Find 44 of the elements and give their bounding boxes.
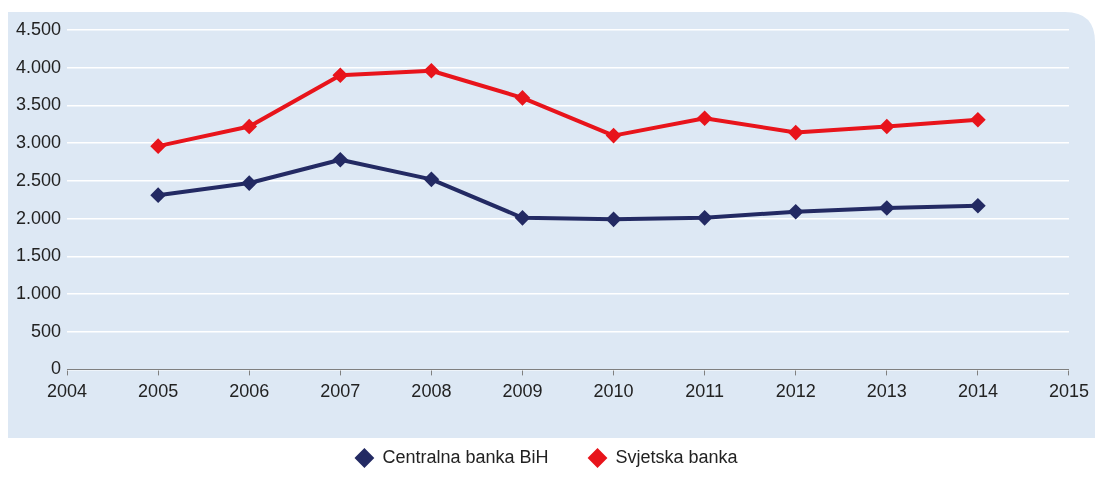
point bbox=[970, 112, 985, 127]
point bbox=[333, 68, 348, 83]
x-tick-label: 2005 bbox=[138, 381, 179, 402]
point bbox=[424, 63, 439, 78]
x-tick-label: 2012 bbox=[775, 381, 816, 402]
x-tick-label: 2014 bbox=[957, 381, 998, 402]
x-tick-label: 2008 bbox=[411, 381, 452, 402]
point bbox=[515, 90, 530, 105]
y-tick-label: 4.000 bbox=[16, 56, 62, 77]
point bbox=[333, 152, 348, 167]
point bbox=[606, 128, 621, 143]
point bbox=[697, 111, 712, 126]
point bbox=[515, 210, 530, 225]
point bbox=[788, 125, 803, 140]
x-tick-label: 2011 bbox=[685, 381, 724, 402]
y-tick-label: 1.500 bbox=[16, 245, 62, 266]
y-tick-label: 4.500 bbox=[16, 18, 62, 39]
y-tick-label: 500 bbox=[31, 320, 62, 341]
point bbox=[606, 212, 621, 227]
x-tick-label: 2006 bbox=[229, 381, 270, 402]
point bbox=[151, 188, 166, 203]
point bbox=[151, 139, 166, 154]
x-tick-label: 2004 bbox=[47, 381, 88, 402]
point bbox=[424, 172, 439, 187]
point bbox=[879, 201, 894, 215]
y-tick-label: 3.000 bbox=[16, 132, 62, 153]
y-tick-label: 0 bbox=[51, 358, 62, 379]
y-tick-label: 2.000 bbox=[16, 207, 62, 228]
legend-label: Centralna banka BiH bbox=[382, 446, 549, 467]
point bbox=[879, 119, 894, 134]
x-tick-label: 2007 bbox=[320, 381, 361, 402]
point bbox=[697, 210, 712, 225]
y-tick-label: 3.500 bbox=[16, 94, 62, 115]
x-tick-label: 2009 bbox=[502, 381, 543, 402]
point bbox=[242, 176, 257, 191]
point bbox=[788, 204, 803, 219]
point bbox=[242, 119, 257, 134]
x-tick-label: 2013 bbox=[866, 381, 907, 402]
x-tick-label: 2015 bbox=[1048, 381, 1089, 402]
y-tick-label: 1.000 bbox=[16, 282, 62, 303]
y-tick-label: 2.500 bbox=[16, 169, 62, 190]
point bbox=[970, 198, 985, 213]
legend-label: Svjetska banka bbox=[615, 446, 739, 467]
x-tick-label: 2010 bbox=[593, 381, 634, 402]
